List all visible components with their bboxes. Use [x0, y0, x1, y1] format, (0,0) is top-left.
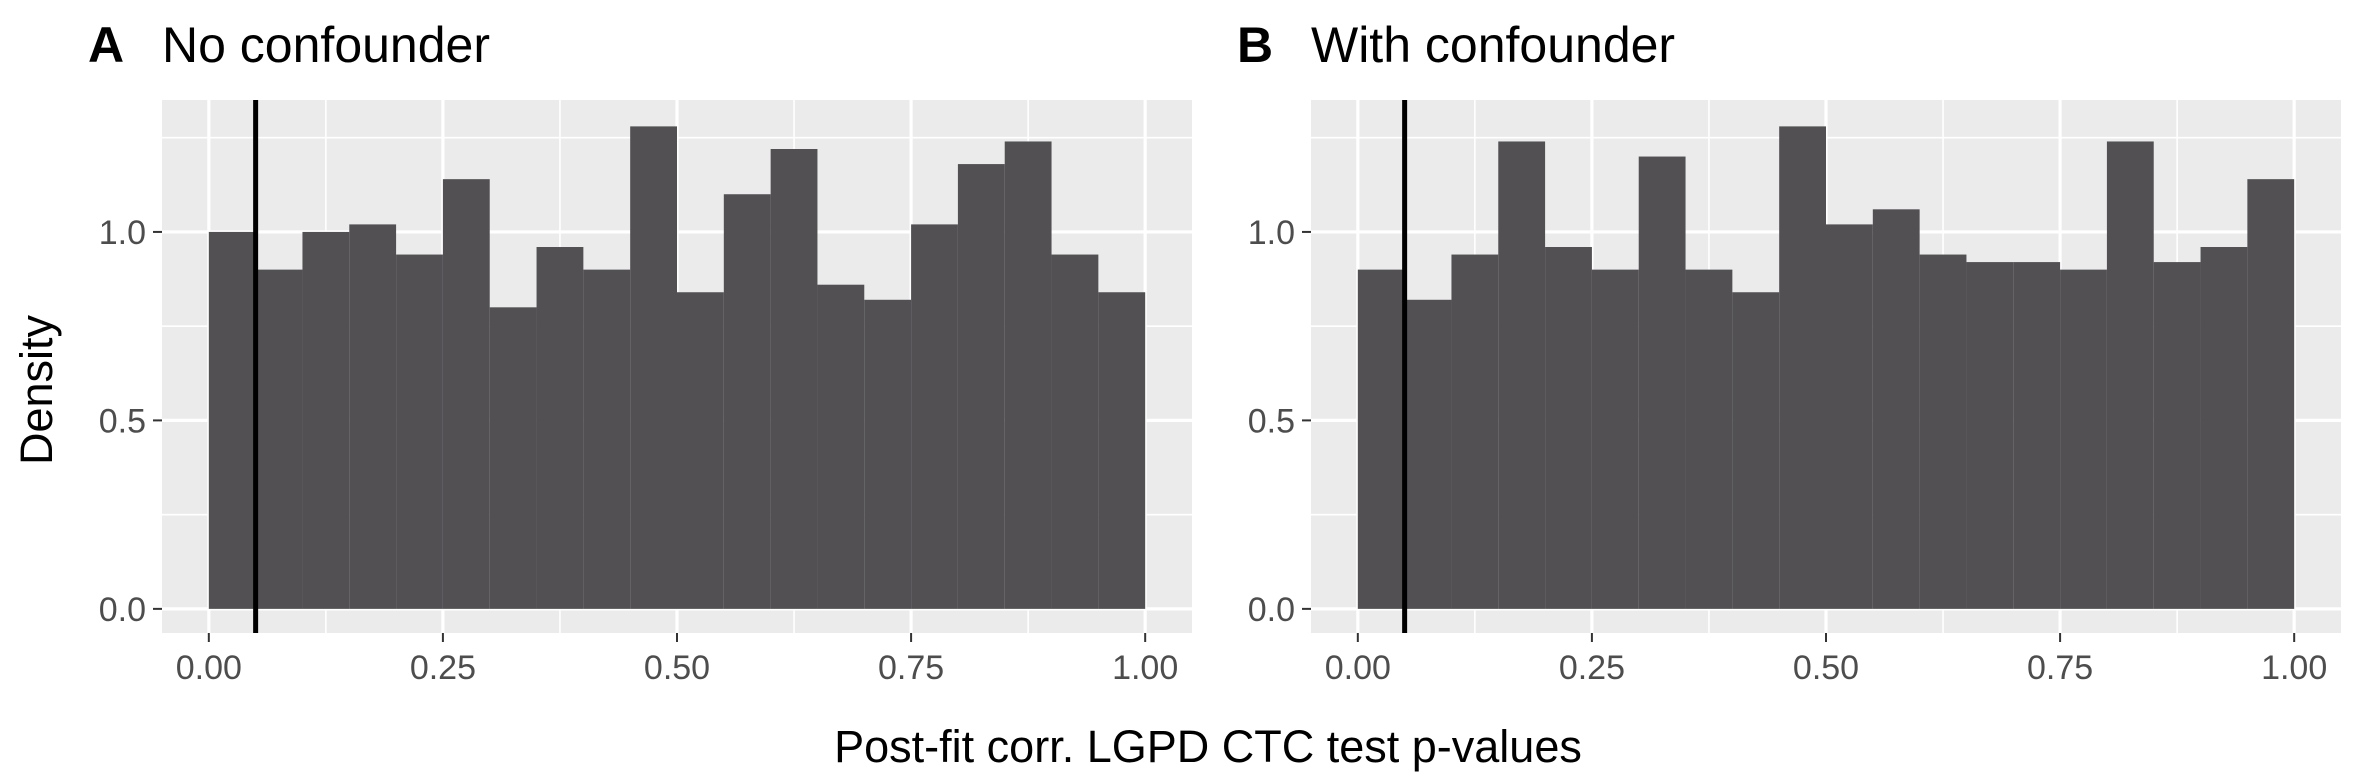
histogram-bar [2013, 262, 2061, 609]
x-tick-label: 1.00 [2261, 649, 2327, 687]
x-tick-label: 0.50 [1793, 649, 1859, 687]
y-tick-label: 0.5 [99, 402, 146, 440]
histogram-bar [1051, 254, 1099, 609]
histogram-bar [1498, 141, 1546, 609]
histogram-bar [536, 247, 584, 609]
histogram-bar [255, 269, 303, 609]
histogram-bar [1872, 209, 1920, 609]
histogram-bar [2106, 141, 2154, 609]
x-tick-label: 0.75 [2027, 649, 2093, 687]
histogram-bar [770, 149, 818, 609]
histogram-bar [2153, 262, 2201, 609]
histogram-bar [1004, 141, 1052, 609]
histogram-bar [489, 307, 537, 609]
y-tick-label: 0.5 [1248, 402, 1295, 440]
histogram-bar [442, 179, 490, 609]
panel-b-plot: 0.00 0.25 0.50 0.75 1.00 0.0 0.5 1.0 [1248, 100, 2341, 687]
x-tick-label: 0.75 [878, 649, 944, 687]
panel-a: A No confounder 0.00 0.25 0.50 0.75 1.000.00… [88, 17, 1192, 687]
histogram-bar [1098, 292, 1146, 609]
histogram-bar [630, 126, 677, 609]
x-tick-label: 0.50 [644, 649, 710, 687]
x-tick-label: 0.25 [1559, 649, 1625, 687]
panel-a-title: No confounder [162, 17, 490, 73]
x-tick-label: 1.00 [1112, 649, 1178, 687]
histogram-bar [208, 231, 256, 609]
histogram-bar [864, 299, 912, 609]
histogram-bar [1638, 156, 1686, 609]
panel-a-plot: 0.00 0.25 0.50 0.75 1.00 0.0 0.5 1.0 [99, 100, 1192, 687]
histogram-bar [1732, 292, 1780, 609]
histogram-bar [911, 224, 958, 609]
histogram-bar [1357, 269, 1405, 609]
panel-a-tag: A [88, 17, 124, 73]
histogram-bar [2247, 179, 2295, 609]
x-tick-label: 0.00 [1325, 649, 1391, 687]
histogram-bar [1826, 224, 1873, 609]
histogram-bar [302, 231, 350, 609]
x-tick-label: 0.00 [176, 649, 242, 687]
y-axis-label: Density [11, 314, 62, 465]
panel-b-tag: B [1237, 17, 1273, 73]
histogram-bar [2200, 247, 2248, 609]
histogram-bar [2060, 269, 2107, 609]
histogram-bar [723, 194, 771, 609]
panel-b-title: With confounder [1311, 17, 1675, 73]
y-tick-label: 1.0 [99, 214, 146, 252]
histogram-bar [1966, 262, 2014, 609]
histogram-bar [817, 284, 865, 609]
histogram-bar [677, 292, 724, 609]
histogram-bar [396, 254, 443, 609]
histogram-bar [1451, 254, 1499, 609]
histogram-bar [349, 224, 397, 609]
x-tick-label: 0.25 [410, 649, 476, 687]
histogram-bar [1404, 299, 1452, 609]
histogram-bar [1591, 269, 1639, 609]
histogram-bar [1545, 247, 1592, 609]
y-tick-label: 0.0 [1248, 591, 1295, 629]
x-axis-label: Post-fit corr. LGPD CTC test p-values [834, 721, 1582, 772]
panel-b: B With confounder 0.00 0.25 0.50 0.75 1.000.… [1237, 17, 2341, 687]
histogram-bar [583, 269, 631, 609]
histogram-bar [957, 164, 1005, 609]
histogram-bar [1919, 254, 1967, 609]
y-tick-label: 1.0 [1248, 214, 1295, 252]
y-tick-label: 0.0 [99, 591, 146, 629]
histogram-bar [1685, 269, 1733, 609]
histogram-bar [1779, 126, 1826, 609]
